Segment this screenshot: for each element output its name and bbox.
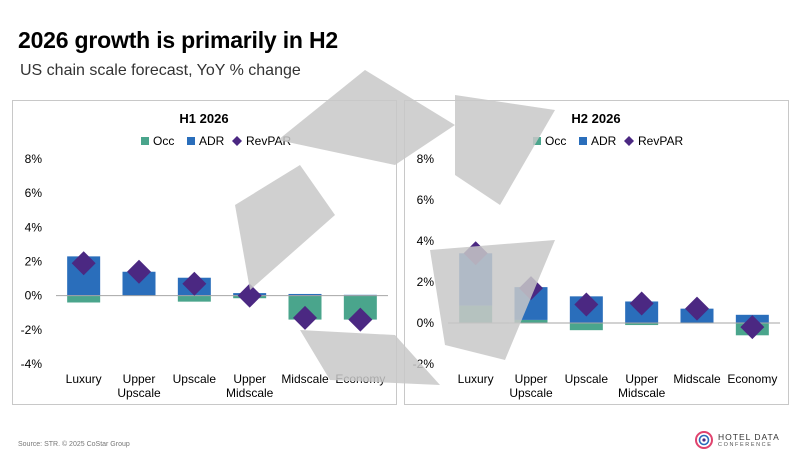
legend-label-revpar: RevPAR (246, 134, 291, 148)
marker-revpar-h1-2 (182, 271, 207, 296)
chart-legend: Occ ADR RevPAR (141, 134, 291, 148)
x-category-label-line: Economy (335, 372, 385, 386)
legend-swatch-revpar (624, 136, 634, 146)
x-category-label-line: Economy (727, 372, 777, 386)
x-category-label-line: Midscale (226, 386, 274, 400)
x-category-label-line: Upscale (173, 372, 217, 386)
x-category-label: Upper Upscale (509, 372, 553, 400)
legend-label-adr: ADR (199, 134, 225, 148)
y-tick-label: 8% (25, 152, 43, 166)
y-tick-label: 2% (417, 275, 435, 289)
x-category-label: Upper Upscale (117, 372, 161, 400)
x-category-label-line: Upper (515, 372, 548, 386)
x-category-label-line: Midscale (618, 386, 666, 400)
y-tick-label: 0% (25, 289, 43, 303)
x-category-label: Midscale (281, 372, 329, 386)
source-note: Source: STR. © 2025 CoStar Group (18, 441, 130, 448)
legend-label-occ: Occ (545, 134, 566, 148)
x-category-label-line: Upscale (509, 386, 553, 400)
marker-revpar-h1-4 (293, 305, 317, 330)
marker-revpar-h1-1 (127, 259, 151, 284)
chart-panel-h2: H2 2026 Occ ADR RevPAR -2% 0% 2% 4% 6% 8% Luxury Up… (404, 100, 789, 405)
logo-mark-icon (695, 431, 713, 449)
bar-occ-h1-2 (177, 295, 211, 302)
legend-swatch-adr (579, 137, 587, 145)
y-tick-label: 6% (25, 186, 43, 200)
y-tick-label: -2% (413, 357, 435, 371)
bar-occ-h2-3 (625, 323, 659, 326)
chart-title: H1 2026 (179, 111, 228, 126)
x-category-label: Midscale (673, 372, 721, 386)
logo-text-line2: CONFERENCE (718, 442, 773, 448)
y-tick-label: 4% (417, 234, 435, 248)
x-category-label-line: Upper (625, 372, 658, 386)
x-category-label-line: Upscale (117, 386, 161, 400)
y-tick-label: -2% (21, 323, 43, 337)
y-tick-label: -4% (21, 357, 43, 371)
legend-swatch-occ (533, 137, 541, 145)
marker-revpar-h1-3 (237, 283, 262, 308)
marker-revpar-h2-2 (574, 292, 599, 317)
hotel-data-conference-logo: HOTEL DATA CONFERENCE (694, 430, 784, 452)
y-tick-label: 2% (25, 255, 43, 269)
x-category-label-line: Upscale (565, 372, 609, 386)
logo-text-line1: HOTEL DATA (718, 432, 780, 442)
x-category-label-line: Luxury (458, 372, 494, 386)
page-subtitle: US chain scale forecast, YoY % change (20, 62, 301, 79)
chart-title: H2 2026 (571, 111, 620, 126)
x-category-label: Upper Midscale (226, 372, 274, 400)
x-category-label-line: Midscale (281, 372, 329, 386)
legend-swatch-adr (187, 137, 195, 145)
legend-swatch-revpar (232, 136, 242, 146)
bar-adr-h1-4 (288, 293, 322, 296)
x-category-label-line: Midscale (673, 372, 721, 386)
chart-h2: H2 2026 Occ ADR RevPAR -2% 0% 2% 4% 6% 8% Luxury Up… (413, 111, 780, 400)
x-category-label: Upscale (565, 372, 609, 386)
legend-swatch-occ (141, 137, 149, 145)
x-category-label: Economy (335, 372, 385, 386)
y-tick-label: 0% (417, 316, 435, 330)
page-title: 2026 growth is primarily in H2 (18, 27, 338, 53)
marker-revpar-h2-3 (629, 291, 654, 316)
bar-occ-h1-0 (67, 295, 101, 303)
chart-legend: Occ ADR RevPAR (533, 134, 683, 148)
x-category-label: Luxury (66, 372, 102, 386)
chart-panel-h1: H1 2026 Occ ADR RevPAR -4% -2% 0% 2% 4% 6% 8% Luxur… (12, 100, 397, 405)
x-category-label: Luxury (458, 372, 494, 386)
bar-occ-h2-0 (459, 305, 493, 323)
bar-occ-h2-2 (569, 323, 603, 331)
legend-label-revpar: RevPAR (638, 134, 683, 148)
x-category-label-line: Upper (233, 372, 266, 386)
x-category-label: Upscale (173, 372, 217, 386)
y-tick-label: 8% (417, 152, 435, 166)
y-tick-label: 4% (25, 220, 43, 234)
marker-revpar-h2-4 (685, 296, 709, 321)
marker-revpar-h2-5 (740, 315, 765, 340)
y-tick-label: 6% (417, 193, 435, 207)
x-category-label-line: Luxury (66, 372, 102, 386)
legend-label-occ: Occ (153, 134, 174, 148)
marker-revpar-h1-5 (348, 307, 373, 332)
x-category-label-line: Upper (123, 372, 156, 386)
chart-h1: H1 2026 Occ ADR RevPAR -4% -2% 0% 2% 4% 6% 8% Luxur… (21, 111, 388, 400)
legend-label-adr: ADR (591, 134, 617, 148)
x-category-label: Economy (727, 372, 777, 386)
x-category-label: Upper Midscale (618, 372, 666, 400)
